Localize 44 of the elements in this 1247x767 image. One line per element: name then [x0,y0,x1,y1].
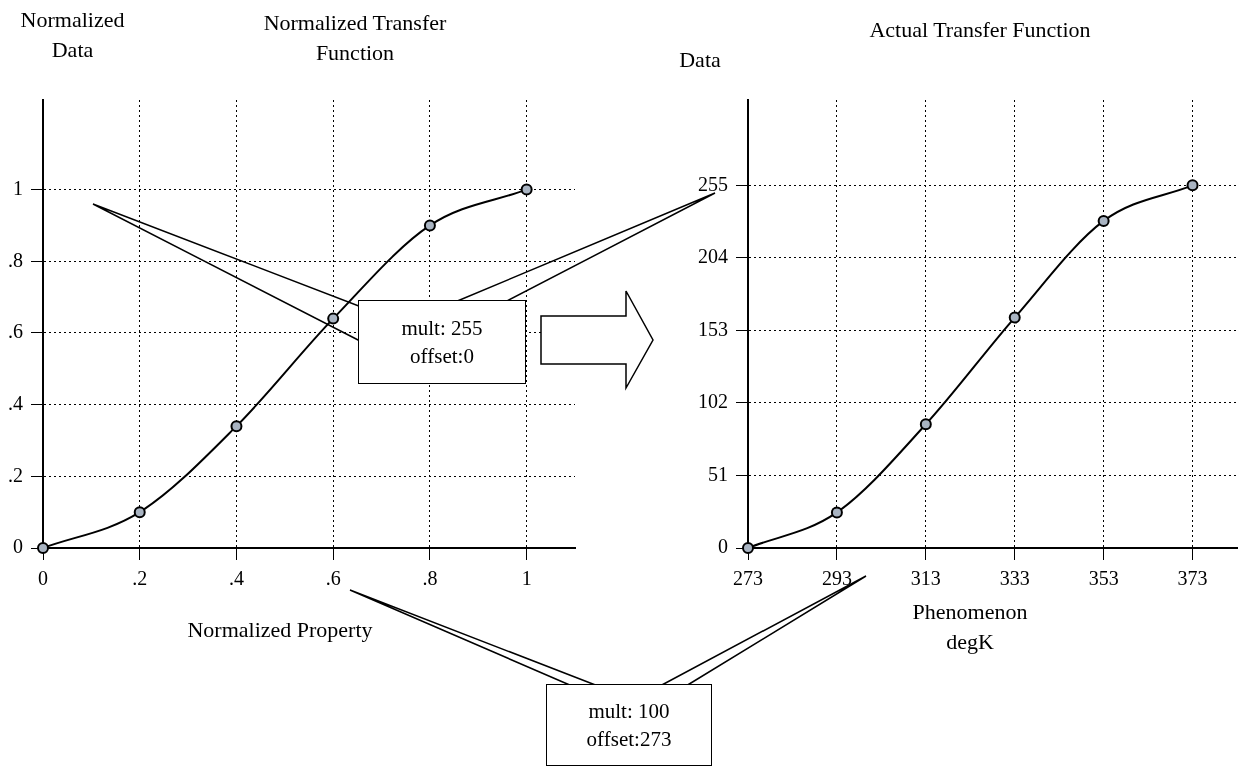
chart-title: Normalized Transfer Function [262,9,448,67]
y-tick-label: .8 [8,248,23,271]
x-axis-title: Normalized Property [186,616,374,644]
y-tick-label: 0 [13,535,23,558]
y-tick-label: 204 [698,245,728,268]
point [742,542,754,554]
y-tick-label: 255 [698,172,728,195]
point [830,506,843,519]
x-tick-label: .4 [228,567,244,590]
point [423,219,436,232]
x-tick-label: 353 [1088,567,1119,590]
y-tick-label: .6 [8,320,23,343]
y-tick-label: 1 [13,176,23,199]
callout: mult: 255 offset:0 [358,300,526,384]
chart-title: Actual Transfer Function [868,16,1092,44]
y-tick-label: .4 [8,391,23,414]
point [133,506,146,519]
callout: mult: 100 offset:273 [546,684,712,766]
point [230,420,243,433]
x-tick-label: .6 [325,567,341,590]
y-tick-label: 102 [698,390,728,413]
y-tick-label: 51 [708,462,728,485]
point [919,418,932,431]
y-axis-title: Data [678,46,722,74]
x-tick-label: 0 [38,567,48,590]
point [520,183,533,196]
x-tick-label: 273 [733,567,763,590]
point [37,542,49,554]
x-tick-label: .8 [422,567,438,590]
x-tick-label: .2 [132,567,148,590]
y-axis-title: Normalized Data [19,6,126,64]
x-tick-label: 333 [999,567,1030,590]
x-tick-label: 313 [910,567,941,590]
point [1008,311,1021,324]
x-axis-title: Phenomenon degK [911,598,1029,656]
x-tick-label: 293 [821,567,852,590]
x-tick-label: 373 [1177,567,1208,590]
point [327,312,340,325]
point [1186,179,1199,192]
x-tick-label: 1 [521,567,532,590]
point [1097,214,1110,227]
y-tick-label: 0 [718,535,728,558]
y-tick-label: .2 [8,463,23,486]
y-tick-label: 153 [698,317,728,340]
